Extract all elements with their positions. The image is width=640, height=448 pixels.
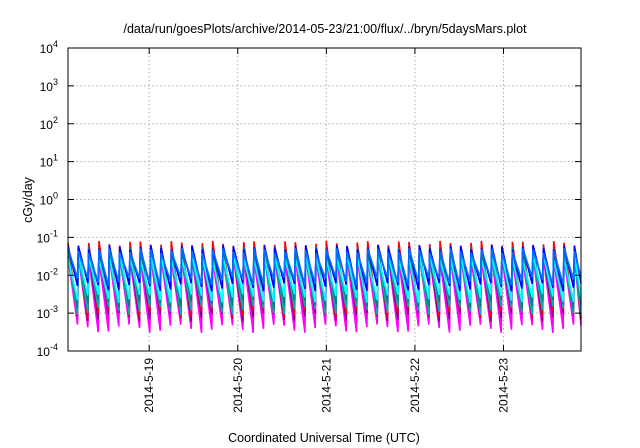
x-tick-label: 2014-5-20: [231, 358, 245, 413]
y-tick-label: 101: [40, 153, 58, 170]
x-tick-label: 2014-5-19: [142, 358, 156, 413]
y-tick-label: 10-3: [37, 304, 58, 321]
chart-title: /data/run/goesPlots/archive/2014-05-23/2…: [123, 22, 527, 36]
y-tick-label: 10-2: [37, 266, 58, 283]
y-axis: 10-4 10-3 10-2 10-1 100 101 102 103 104: [37, 39, 581, 359]
y-tick-label: 10-1: [37, 228, 58, 245]
x-axis-label: Coordinated Universal Time (UTC): [228, 431, 420, 445]
series-line-9: [67, 247, 582, 287]
x-tick-label: 2014-5-21: [319, 358, 333, 413]
x-tick-label: 2014-5-23: [496, 358, 510, 413]
x-tick-label: 2014-5-22: [408, 358, 422, 413]
series-group: [67, 240, 582, 334]
y-tick-label: 10-4: [37, 342, 58, 359]
y-tick-label: 100: [40, 191, 58, 208]
y-tick-label: 103: [40, 77, 58, 94]
y-axis-label: cGy/day: [21, 176, 35, 223]
y-tick-label: 102: [40, 115, 58, 132]
y-tick-label: 104: [40, 39, 58, 56]
x-axis: 2014-5-19 2014-5-20 2014-5-21 2014-5-22 2014…: [142, 48, 510, 413]
